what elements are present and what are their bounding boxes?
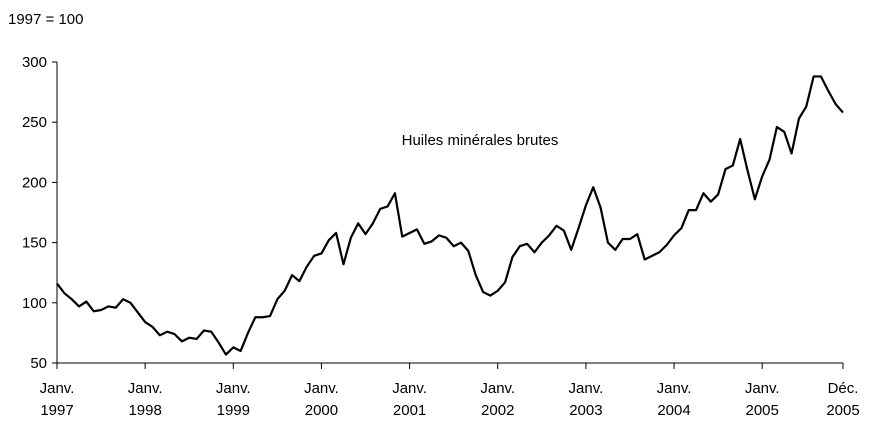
y-axis-label: 1997 = 100 — [8, 11, 84, 28]
x-tick-label: Janv. 2002 — [480, 380, 515, 419]
x-tick-label: Déc. 2005 — [826, 380, 859, 419]
x-tick-label: Janv. 2005 — [745, 380, 780, 419]
x-tick-label: Janv. 1997 — [40, 380, 75, 419]
data-line — [56, 75, 844, 356]
y-tick-label: 150 — [22, 235, 47, 252]
x-tick-label: Janv. 2001 — [392, 380, 427, 419]
x-tick-label: Janv. 2004 — [657, 380, 692, 419]
x-tick-label: Janv. 2000 — [304, 380, 339, 419]
y-tick-label: 200 — [22, 174, 47, 191]
series-label: Huiles minérales brutes — [402, 132, 559, 149]
y-tick-label: 100 — [22, 295, 47, 312]
x-tick-label: Janv. 1999 — [216, 380, 251, 419]
y-tick-label: 50 — [30, 355, 47, 372]
x-tick-label: Janv. 2003 — [569, 380, 604, 419]
x-tick-label: Janv. 1998 — [128, 380, 163, 419]
y-tick-label: 300 — [22, 54, 47, 71]
y-tick-label: 250 — [22, 114, 47, 131]
